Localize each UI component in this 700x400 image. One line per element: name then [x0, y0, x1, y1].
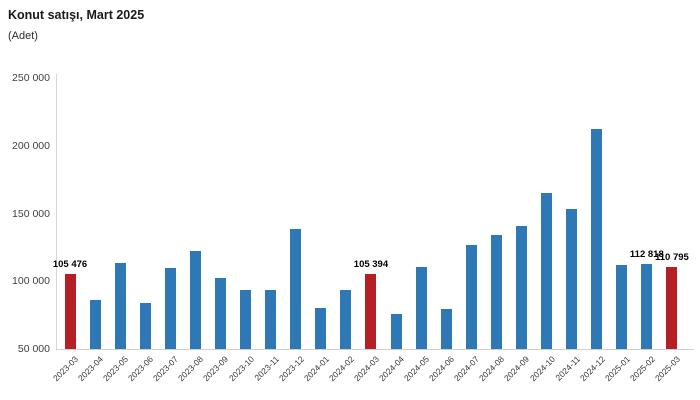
bar-2024-04: [390, 314, 402, 349]
bar-2023-09: [214, 277, 226, 349]
bar-value-label: 112 818: [629, 248, 664, 260]
bar-2025-03: [666, 266, 678, 349]
bar-2023-10: [240, 289, 252, 349]
bar-2023-07: [164, 268, 176, 349]
y-tick-label: 200 000: [12, 139, 50, 152]
y-tick-label: 50 000: [17, 343, 50, 355]
bar-value-label: 105 394: [353, 258, 389, 270]
bar-2024-06: [440, 309, 452, 349]
chart-title: Konut satışı, Mart 2025: [8, 8, 145, 22]
bar-2024-12: [591, 128, 603, 349]
bar-2023-11: [265, 290, 277, 349]
bar-2023-06: [139, 303, 151, 349]
bar-value-label: 105 476: [52, 258, 88, 270]
bar-2023-12: [290, 228, 302, 349]
x-axis-line: [56, 349, 694, 350]
chart-subtitle: (Adet): [8, 30, 38, 42]
bar-2024-08: [490, 234, 502, 349]
bar-2023-04: [89, 300, 101, 349]
bar-2024-05: [415, 266, 427, 349]
bar-2024-11: [566, 209, 578, 349]
bar-2023-05: [114, 263, 126, 349]
bar-2024-07: [465, 244, 477, 349]
bar-2024-01: [315, 307, 327, 349]
bar-2023-08: [189, 251, 201, 349]
bar-2024-10: [541, 192, 553, 349]
bar-2024-03: [365, 273, 377, 349]
y-tick-label: 100 000: [12, 275, 50, 288]
y-axis-line: [56, 74, 57, 349]
y-tick-label: 250 000: [12, 72, 50, 84]
bar-2025-02: [641, 263, 653, 349]
bar-2024-09: [515, 225, 527, 349]
bar-2023-03: [64, 273, 76, 349]
bar-value-label: 110 795: [654, 251, 689, 263]
bar-2025-01: [616, 264, 628, 349]
bar-2024-02: [340, 289, 352, 349]
y-tick-label: 150 000: [12, 207, 50, 220]
